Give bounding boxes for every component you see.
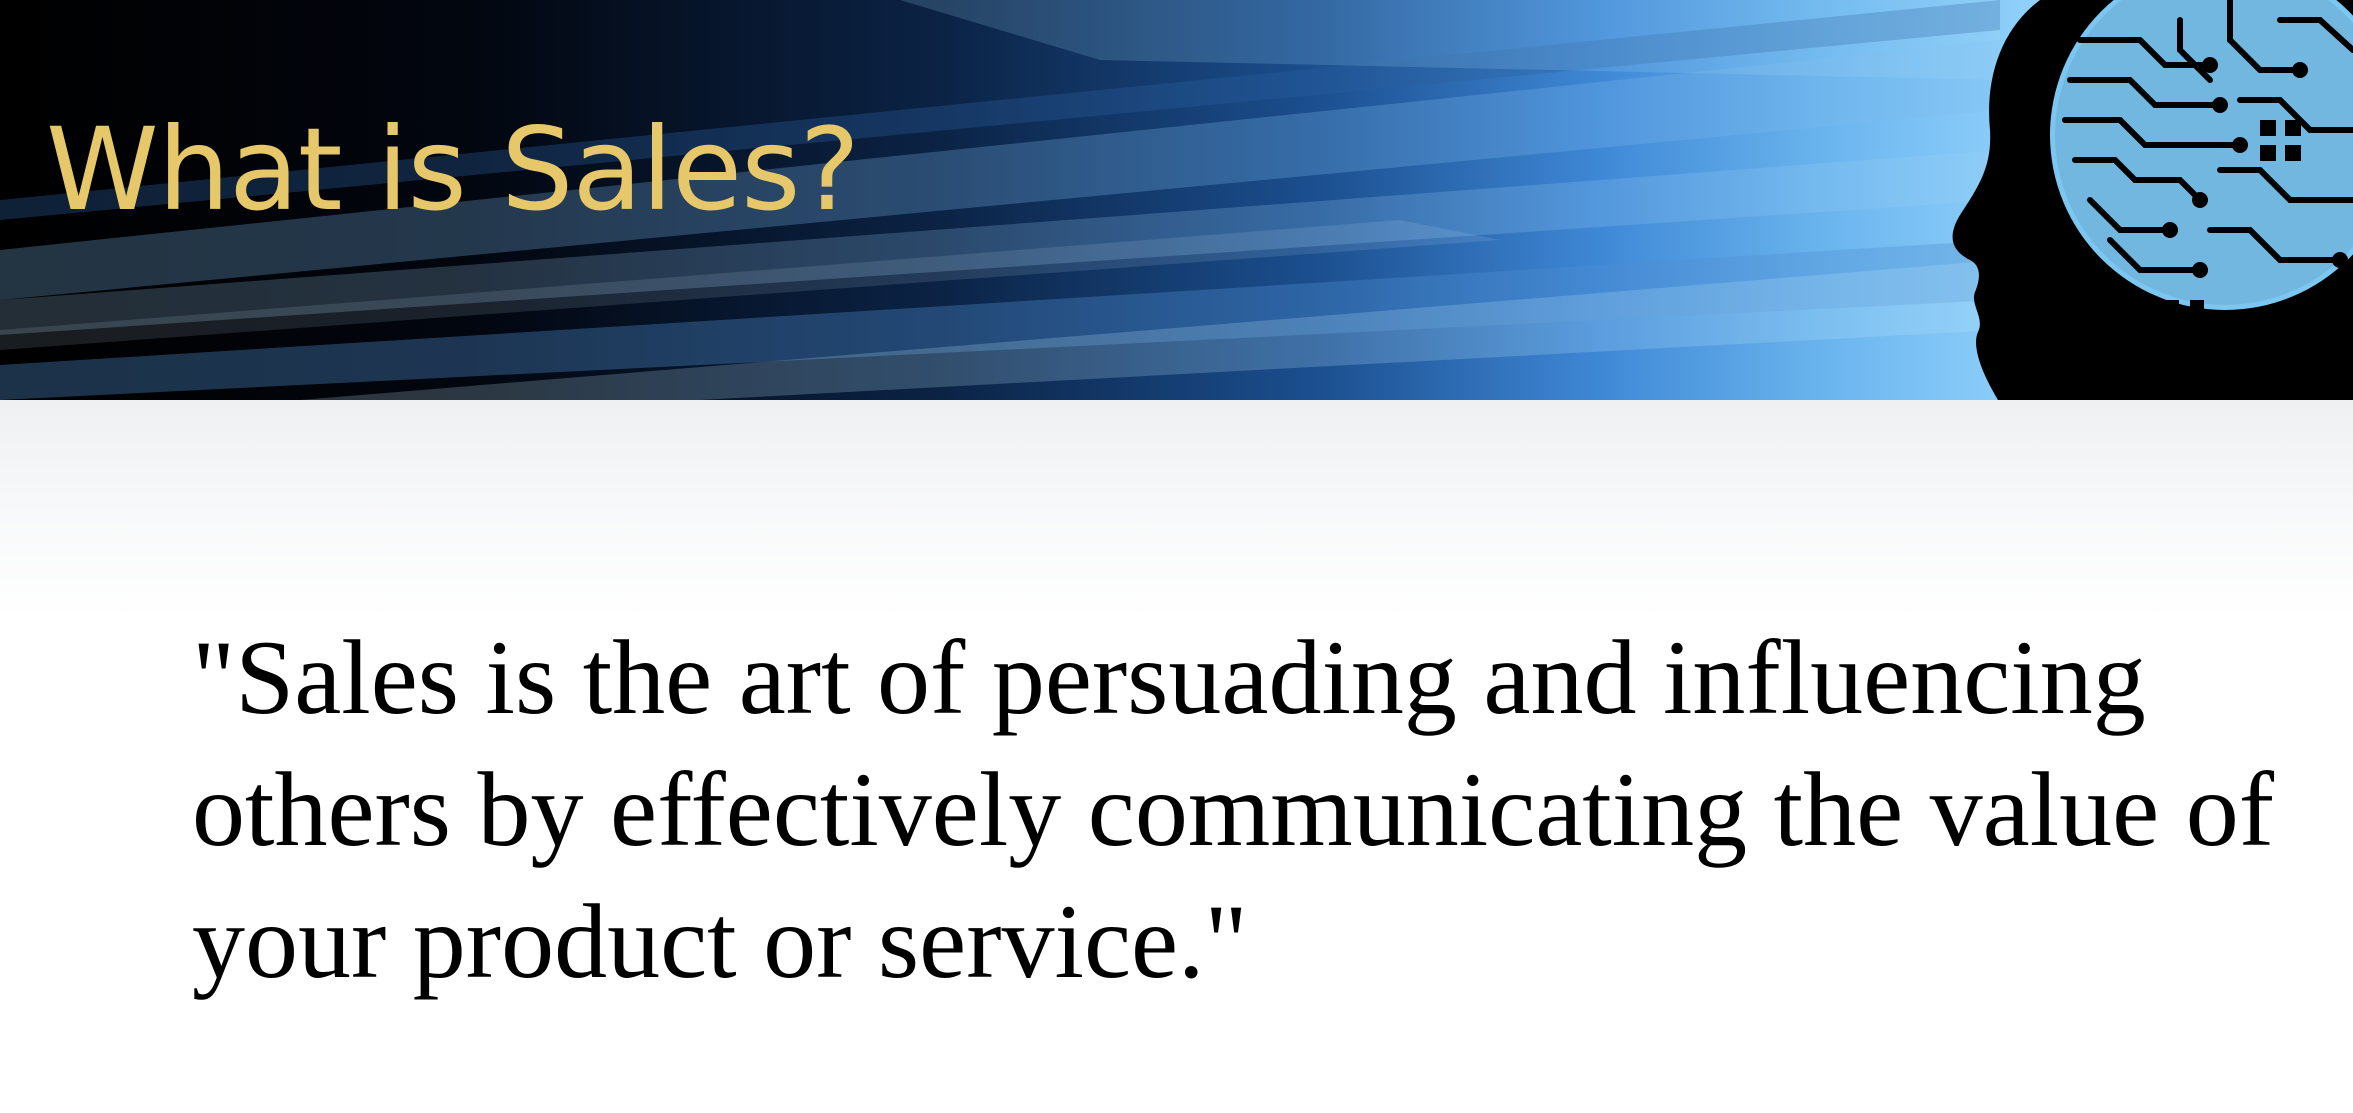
head-silhouette-circuit-icon [1952,0,2353,400]
slide-title: What is Sales? [46,103,860,236]
sales-definition-quote: "Sales is the art of persuading and infl… [192,619,2275,1000]
header-banner: What is Sales? [0,0,2353,400]
light-rays-background [0,0,2000,400]
banner-reflection [0,400,2353,620]
